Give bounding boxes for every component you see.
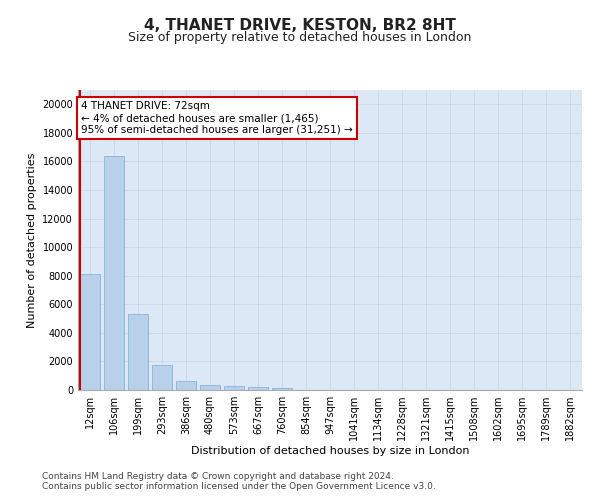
Bar <box>248 387 268 390</box>
Y-axis label: Number of detached properties: Number of detached properties <box>27 152 37 328</box>
Bar <box>176 380 196 390</box>
Bar <box>104 156 124 390</box>
Bar <box>80 274 100 390</box>
Bar <box>128 314 148 390</box>
Text: Contains public sector information licensed under the Open Government Licence v3: Contains public sector information licen… <box>42 482 436 491</box>
Bar <box>224 386 244 390</box>
Text: 4 THANET DRIVE: 72sqm
← 4% of detached houses are smaller (1,465)
95% of semi-de: 4 THANET DRIVE: 72sqm ← 4% of detached h… <box>81 102 353 134</box>
Text: Contains HM Land Registry data © Crown copyright and database right 2024.: Contains HM Land Registry data © Crown c… <box>42 472 394 481</box>
Text: Size of property relative to detached houses in London: Size of property relative to detached ho… <box>128 31 472 44</box>
Bar <box>200 385 220 390</box>
Bar <box>152 365 172 390</box>
X-axis label: Distribution of detached houses by size in London: Distribution of detached houses by size … <box>191 446 469 456</box>
Bar <box>272 388 292 390</box>
Text: 4, THANET DRIVE, KESTON, BR2 8HT: 4, THANET DRIVE, KESTON, BR2 8HT <box>144 18 456 32</box>
